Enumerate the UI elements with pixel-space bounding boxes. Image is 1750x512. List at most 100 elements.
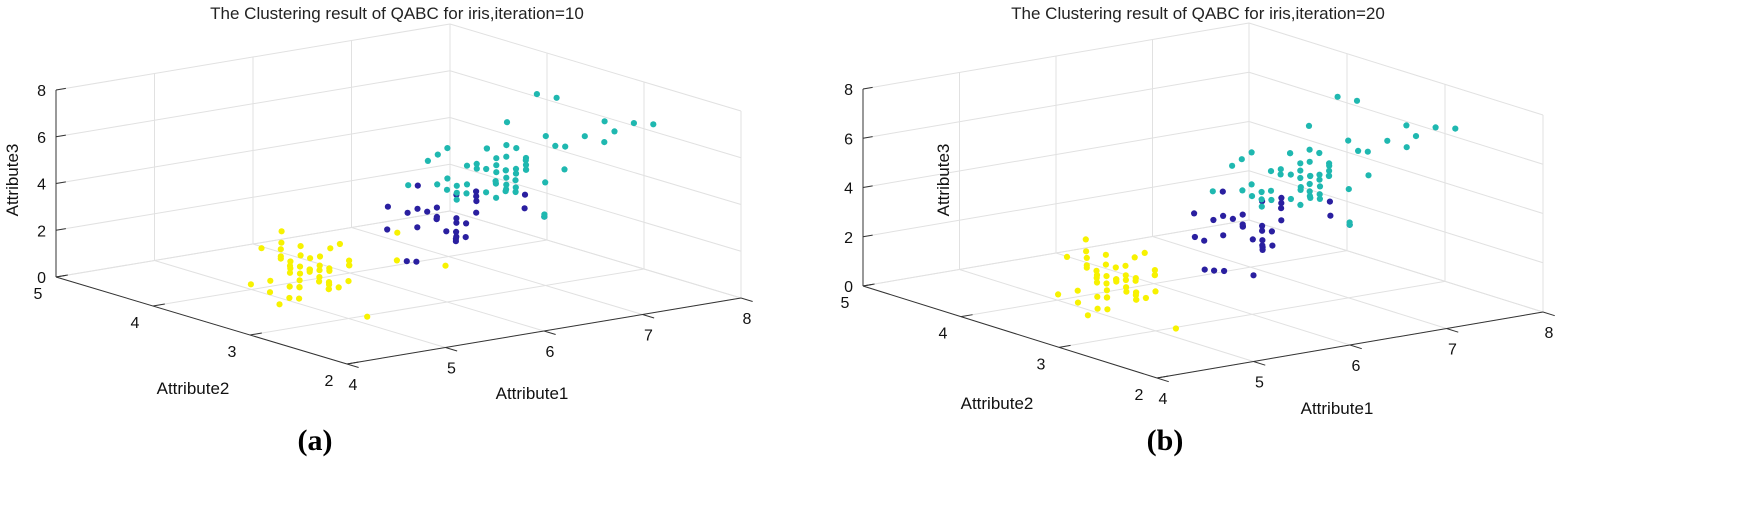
cluster-teal-point (1297, 174, 1304, 182)
cluster-teal-point (503, 119, 511, 126)
cluster-teal-point (473, 165, 480, 172)
cluster-teal-point (1355, 147, 1362, 154)
cluster-teal-point (503, 174, 510, 181)
x-tick-mark (1446, 328, 1459, 333)
x-tick-mark (1156, 377, 1169, 383)
floor-grid-line (249, 268, 645, 336)
cluster-navy-point (1278, 217, 1285, 224)
cluster-yellow-point (1113, 276, 1120, 283)
z-tick-mark (55, 134, 66, 138)
cluster-yellow-point (247, 281, 254, 288)
cluster-teal-point (405, 182, 412, 189)
side-wall-grid-line (449, 117, 742, 205)
cluster-teal-point (1268, 196, 1275, 204)
cluster-teal-point (1287, 150, 1294, 157)
cluster-teal-point (463, 190, 470, 197)
cluster-yellow-point (296, 284, 303, 291)
cluster-teal-point (541, 211, 548, 218)
z-tick-mark (862, 283, 873, 287)
x-tick-mark (740, 297, 753, 302)
cluster-yellow-point (278, 239, 285, 246)
cluster-yellow-point (393, 257, 400, 264)
cluster-yellow-point (1093, 272, 1101, 279)
cluster-teal-point (1306, 180, 1313, 188)
cluster-yellow-point (1131, 254, 1138, 261)
cluster-navy-point (384, 226, 391, 233)
z-tick-mark (55, 87, 66, 91)
cluster-teal-point (1326, 160, 1333, 167)
cluster-yellow-point (1133, 296, 1140, 303)
back-wall-grid-line (55, 23, 451, 91)
cluster-yellow-point (286, 283, 293, 290)
y-tick-label: 3 (1037, 356, 1046, 373)
cluster-teal-point (1248, 181, 1255, 188)
cluster-yellow-point (296, 277, 303, 284)
cluster-teal-point (1297, 201, 1304, 208)
cluster-teal-point (453, 196, 460, 203)
chart-title: The Clustering result of QABC for iris,i… (210, 4, 584, 23)
cluster-navy-point (1269, 242, 1276, 249)
back-wall-grid-line (55, 70, 451, 138)
floor-grid-line (154, 260, 446, 348)
y-tick-mark (152, 303, 165, 307)
cluster-yellow-point (258, 245, 265, 252)
y-tick-label: 4 (939, 326, 948, 343)
cluster-teal-point (512, 184, 519, 191)
x-axis-label: Attribute1 (1301, 399, 1374, 418)
cluster-teal-point (1452, 125, 1459, 132)
cluster-yellow-point (364, 313, 371, 320)
cluster-yellow-point (277, 246, 284, 253)
cluster-teal-point (434, 181, 441, 188)
side-wall-grid-line (449, 163, 742, 252)
z-tick-mark (55, 274, 66, 278)
cluster-teal-point (1238, 156, 1245, 163)
cluster-teal-point (1258, 203, 1265, 210)
cluster-teal-point (512, 165, 520, 172)
x-tick-label: 4 (349, 377, 358, 394)
cluster-teal-point (1316, 176, 1323, 183)
cluster-teal-point (1297, 160, 1304, 167)
side-wall-grid-line (1248, 121, 1544, 214)
cluster-teal-point (503, 181, 510, 188)
cluster-navy-point (521, 191, 529, 198)
x-tick-mark (642, 314, 655, 319)
cluster-teal-point (513, 145, 520, 152)
z-tick-mark (862, 86, 873, 90)
cluster-teal-point (611, 128, 618, 135)
cluster-teal-point (1306, 158, 1313, 165)
cluster-teal-point (493, 155, 500, 162)
cluster-yellow-point (1103, 287, 1110, 294)
panel-label: (a) (298, 424, 333, 457)
cluster-navy-point (1278, 194, 1285, 201)
cluster-yellow-point (336, 240, 343, 248)
floor-grid-line (1055, 252, 1351, 346)
floor-grid-line (351, 227, 643, 315)
cluster-yellow-point (1141, 249, 1148, 256)
cluster-navy-point (1239, 221, 1246, 228)
cluster-yellow-point (1172, 325, 1179, 332)
cluster-yellow-point (306, 266, 313, 273)
cluster-teal-point (1316, 195, 1323, 202)
cluster-navy-point (462, 234, 469, 241)
y-axis-label: Attribute2 (157, 379, 230, 398)
cluster-navy-point (443, 228, 450, 235)
cluster-yellow-point (335, 284, 342, 291)
cluster-teal-point (542, 133, 549, 140)
cluster-navy-point (473, 198, 480, 205)
cluster-navy-point (452, 238, 459, 245)
cluster-navy-point (1249, 236, 1256, 243)
cluster-yellow-point (1104, 306, 1111, 313)
cluster-teal-point (1277, 166, 1284, 173)
cluster-teal-point (1305, 122, 1313, 129)
cluster-teal-point (1346, 219, 1353, 226)
cluster-teal-point (1353, 97, 1361, 104)
cluster-navy-point (404, 209, 411, 216)
cluster-teal-point (1316, 191, 1323, 198)
cluster-yellow-point (1094, 293, 1101, 300)
cluster-yellow-point (326, 267, 333, 274)
cluster-yellow-point (1122, 262, 1129, 269)
cluster-teal-point (1229, 162, 1236, 169)
cluster-navy-point (1259, 222, 1266, 229)
cluster-teal-point (1345, 186, 1352, 193)
cluster-yellow-point (286, 262, 294, 269)
